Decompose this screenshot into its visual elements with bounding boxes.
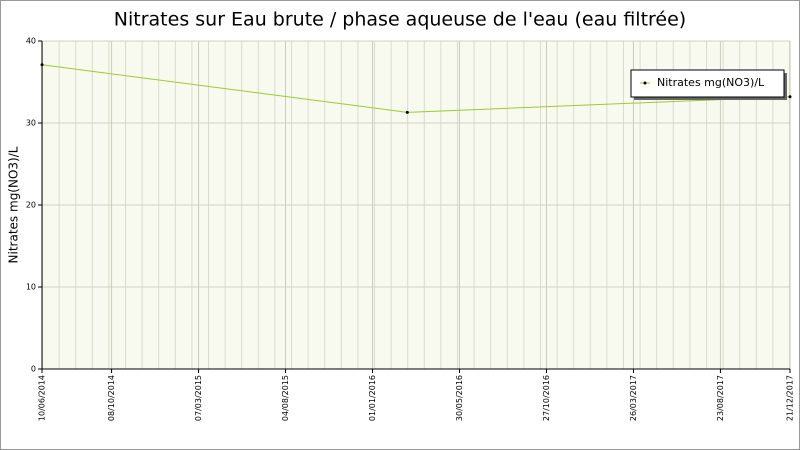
x-tick-label: 07/03/2015 (194, 375, 203, 421)
x-tick-label: 21/12/2017 (786, 375, 795, 421)
x-tick-label: 27/10/2016 (542, 375, 551, 421)
y-axis-label: Nitrates mg(NO3)/L (7, 146, 21, 263)
x-tick-label: 23/08/2017 (716, 375, 725, 421)
y-tick-label: 20 (26, 201, 36, 210)
y-tick-label: 0 (31, 365, 36, 374)
x-tick-label: 04/08/2015 (281, 375, 290, 421)
x-tick-label: 30/05/2016 (455, 375, 464, 421)
legend-label: Nitrates mg(NO3)/L (657, 76, 765, 89)
y-tick-label: 40 (26, 37, 36, 46)
x-tick-label: 26/03/2017 (629, 375, 638, 421)
x-tick-label: 01/01/2016 (368, 375, 377, 421)
x-tick-label: 10/06/2014 (38, 375, 47, 421)
y-tick-label: 10 (26, 283, 36, 292)
y-tick-label: 30 (26, 119, 36, 128)
legend-marker (643, 81, 647, 85)
data-point (788, 95, 792, 99)
data-point (40, 63, 44, 67)
legend-box (630, 69, 785, 98)
x-tick-label: 08/10/2014 (107, 375, 116, 421)
legend: Nitrates mg(NO3)/L (630, 69, 787, 100)
chart-title: Nitrates sur Eau brute / phase aqueuse d… (114, 9, 686, 31)
data-point (405, 110, 409, 114)
